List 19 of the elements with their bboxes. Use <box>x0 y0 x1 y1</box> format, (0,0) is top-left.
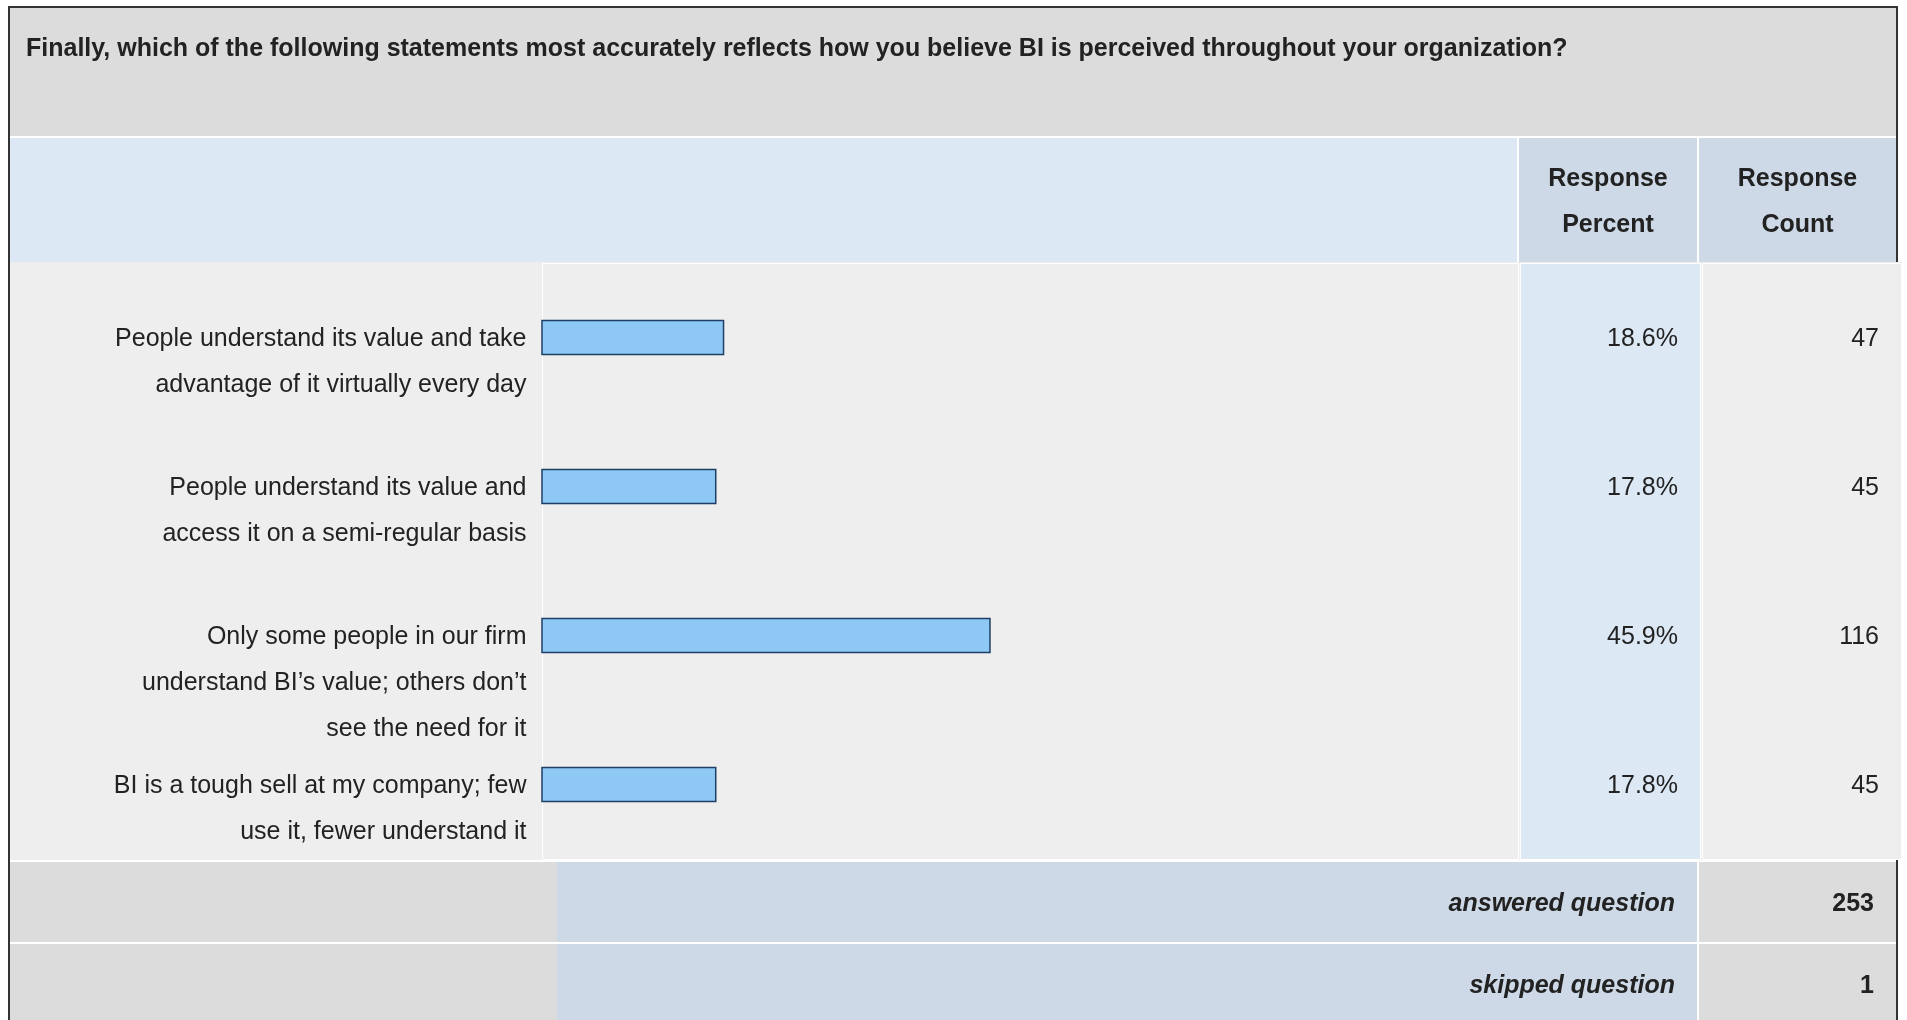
text: 45 <box>1851 769 1879 798</box>
y-tick-label: Only some people in our firm understand BI’s value; others don’t see the need for it <box>141 620 527 741</box>
text: 253 <box>1697 862 1896 942</box>
text: 116 <box>1839 620 1879 649</box>
data-label: 45.9% <box>1607 620 1678 649</box>
data-label: 17.8% <box>1607 769 1678 798</box>
text: answered question <box>557 862 1697 942</box>
chart-title: Finally, which of the following statements most accurately reflects how you believe BI is perceived throughout your organization? <box>10 8 1896 136</box>
text: Response Count <box>1697 138 1896 262</box>
y-tick-label: BI is a tough sell at my company; few use it, fewer understand it <box>113 769 528 844</box>
text: skipped question <box>557 944 1697 1020</box>
y-tick-label: People understand its value and access it on a semi-regular basis <box>162 471 527 546</box>
text: 45 <box>1851 471 1879 500</box>
data-label: 17.8% <box>1607 471 1678 500</box>
text: 47 <box>1851 322 1879 351</box>
text: 1 <box>1697 944 1896 1020</box>
text: Response Percent <box>1517 138 1697 262</box>
y-tick-label: People understand its value and take advantage of it virtually every day <box>115 322 527 397</box>
data-label: 18.6% <box>1607 322 1678 351</box>
